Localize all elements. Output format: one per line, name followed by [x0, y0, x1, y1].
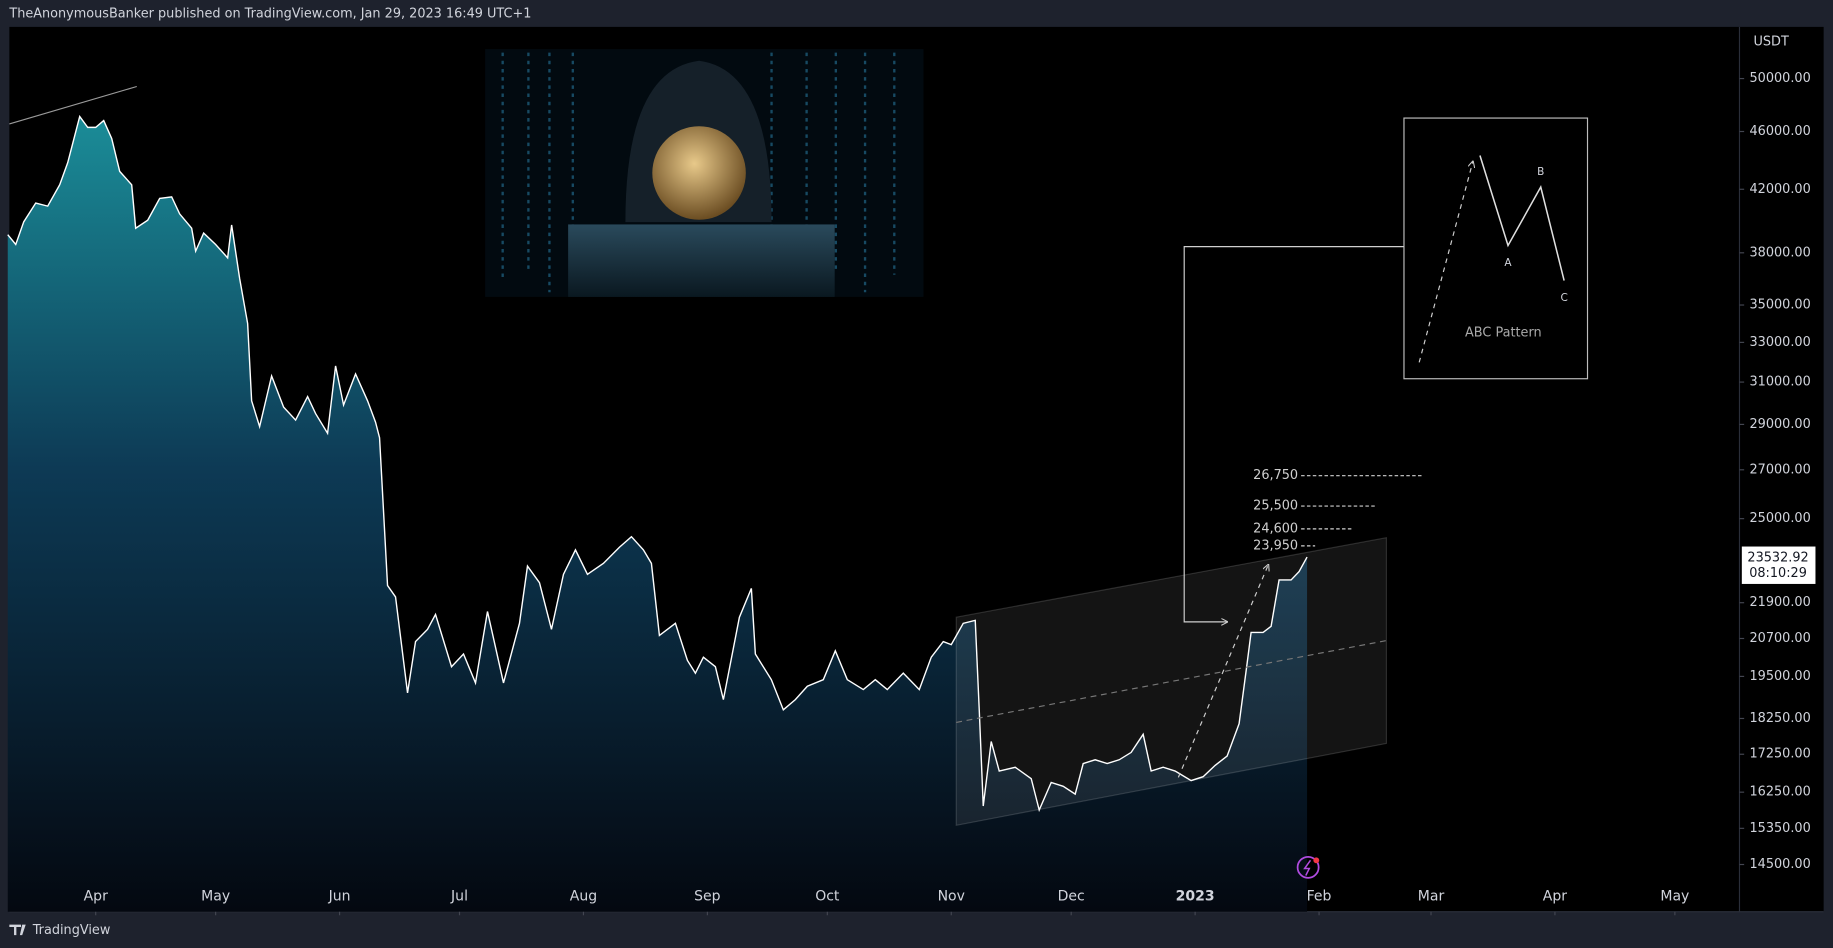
- tv-logo: [9, 924, 26, 936]
- event-icon[interactable]: [1296, 855, 1320, 879]
- x-tick-label: May: [1660, 889, 1689, 905]
- x-tick-label: Oct: [815, 889, 840, 905]
- x-tick-label: Apr: [1543, 889, 1567, 905]
- countdown-label: 08:10:29: [1749, 566, 1807, 581]
- coin: [652, 126, 746, 220]
- pattern-wave: [1479, 155, 1565, 281]
- x-tick-label: 2023: [1176, 889, 1215, 905]
- event-bolt: [1303, 859, 1312, 876]
- y-tick-label: 20700.00: [1749, 631, 1810, 646]
- event-dot: [1313, 857, 1320, 864]
- x-tick-label: Apr: [84, 889, 108, 905]
- y-tick-label: 21900.00: [1749, 595, 1810, 610]
- x-tick-label: Aug: [570, 889, 597, 905]
- laptop: [568, 224, 835, 297]
- y-tick-label: 29000.00: [1749, 417, 1810, 432]
- x-tick-label: Nov: [938, 889, 965, 905]
- y-tick-label: 19500.00: [1749, 669, 1810, 684]
- y-tick-label: 14500.00: [1749, 857, 1810, 872]
- level-label: 25,500: [1253, 499, 1298, 514]
- x-tick-label: Feb: [1307, 889, 1332, 905]
- pattern-label: A: [1504, 257, 1512, 269]
- channel: [955, 537, 1388, 826]
- series-layer: [7, 114, 1308, 912]
- level-label: 23,950: [1253, 538, 1298, 553]
- x-tick-label: Mar: [1418, 889, 1445, 905]
- y-tick-label: 25000.00: [1749, 511, 1810, 526]
- x-tick-label: Sep: [694, 889, 721, 905]
- pattern-box: [1403, 117, 1589, 380]
- level-label: 24,600: [1253, 521, 1298, 536]
- connector: [1183, 246, 1433, 622]
- last-price-label: 23532.92: [1747, 551, 1808, 566]
- x-tick-label: May: [201, 889, 230, 905]
- y-tick-label: 33000.00: [1749, 335, 1810, 350]
- y-tick-label: 17250.00: [1749, 747, 1810, 762]
- trend-line: [9, 85, 137, 125]
- y-tick-label: 42000.00: [1749, 182, 1810, 197]
- pattern-title: ABC Pattern: [1465, 326, 1542, 341]
- x-tick-label: Jul: [450, 889, 468, 905]
- pattern-label: C: [1560, 292, 1567, 304]
- y-tick-label: 46000.00: [1749, 124, 1810, 139]
- y-tick-label: 18250.00: [1749, 711, 1810, 726]
- hacker-image: [485, 49, 924, 297]
- pattern-label: B: [1537, 166, 1544, 178]
- currency-label: USDT: [1754, 35, 1789, 50]
- header-text: TheAnonymousBanker published on TradingV…: [8, 7, 531, 22]
- y-tick-label: 27000.00: [1749, 462, 1810, 477]
- footer-text: TradingView: [32, 923, 111, 938]
- projection-arrow: [1177, 565, 1268, 778]
- price-line: [7, 114, 1308, 813]
- y-tick-label: 50000.00: [1749, 71, 1810, 86]
- x-tick-label: Dec: [1058, 889, 1085, 905]
- y-tick-label: 15350.00: [1749, 821, 1810, 836]
- y-tick-label: 38000.00: [1749, 245, 1810, 260]
- y-tick-label: 31000.00: [1749, 375, 1810, 390]
- y-tick-label: 16250.00: [1749, 785, 1810, 800]
- last-price-badge: [1741, 546, 1816, 584]
- x-tick-label: Jun: [328, 889, 351, 905]
- y-tick-label: 35000.00: [1749, 298, 1810, 313]
- area: [7, 116, 1308, 912]
- level-label: 26,750: [1253, 468, 1298, 483]
- pattern-arrow: [1418, 161, 1473, 363]
